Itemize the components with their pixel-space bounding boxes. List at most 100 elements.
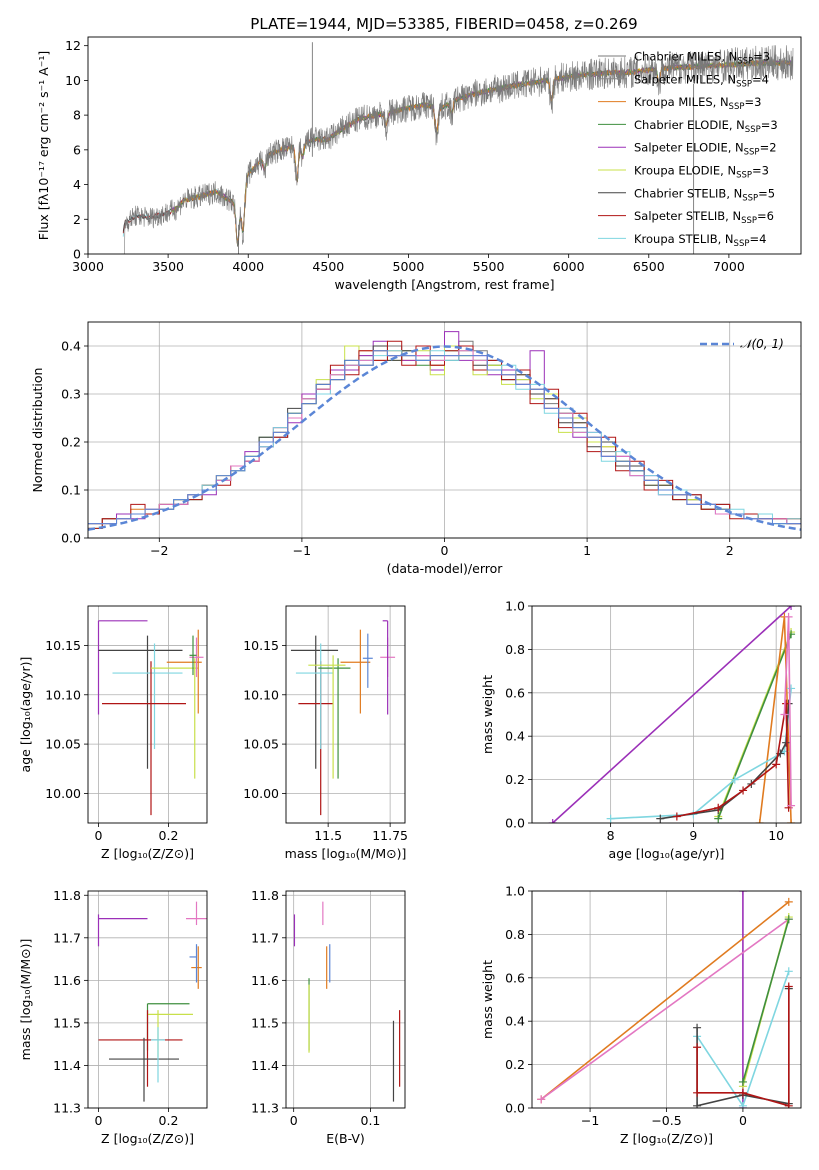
panel-age_vs_mass: 11.5 11.75 10.00 10.05 10.10 10.15 mass [log₁₀… — [243, 605, 408, 861]
y-axis-label: Normed distribution — [30, 368, 45, 493]
weight-line-kroupa-miles — [540, 901, 790, 1100]
x-axis-label: age [log₁₀(age/yr)] — [609, 846, 725, 861]
weight-marker — [714, 814, 723, 823]
y-tick-label: 11.8 — [53, 888, 81, 903]
y-tick-label: 0.4 — [61, 339, 81, 354]
axes-frame — [285, 605, 406, 824]
weight-marker — [693, 1043, 702, 1052]
y-tick-label: 1.0 — [505, 599, 525, 614]
weight-marker — [738, 1088, 747, 1097]
legend-sub: SSP — [745, 125, 761, 135]
y-axis-label: mass [log₁₀(M/M⊙)] — [18, 939, 33, 1061]
y-axis-label: Flux [fλ10⁻¹⁷ erg cm⁻² s⁻¹ A⁻¹] — [36, 51, 51, 240]
axes-frame — [87, 321, 802, 539]
panel-mass_vs_ebv: 0 0.1 11.3 11.4 11.5 11.6 11.7 11.8 E(B-V) — [251, 888, 406, 1146]
legend-entry: Kroupa MILES, NSSP=3 — [634, 95, 761, 112]
panel-weight_vs_Z: −1 −0.5 0 0.0 0.2 0.4 0.6 0.8 1.0 Z [log₁₀(Z/Z⊙)]… — [480, 884, 802, 1146]
x-tick-label: −1 — [581, 1113, 599, 1128]
y-tick-label: 11.7 — [251, 930, 279, 945]
legend-suffix: =4 — [752, 72, 769, 86]
x-tick-label: 6000 — [553, 259, 585, 274]
y-tick-label: 0.4 — [505, 1014, 525, 1029]
axes-frame — [285, 890, 406, 1109]
panels: 3000 3500 4000 4500 5000 5500 6000 6500 70000246… — [18, 36, 802, 1146]
y-tick-label: 1.0 — [505, 884, 525, 899]
weight-marker — [693, 1101, 702, 1108]
legend-entry: 𝒩(0, 1) — [740, 337, 784, 351]
weight-marker — [784, 967, 793, 976]
weight-line-kroupa-stelib — [610, 688, 792, 820]
y-tick-label: 0 — [73, 247, 81, 262]
x-tick-label: 3500 — [152, 259, 184, 274]
x-tick-label: 3000 — [72, 259, 104, 274]
legend-label: Kroupa MILES, N — [634, 95, 729, 109]
legend-sub: SSP — [744, 148, 760, 158]
x-tick-label: 1 — [583, 543, 591, 558]
y-tick-label: 12 — [65, 38, 81, 53]
y-tick-label: 2 — [73, 212, 81, 227]
axes-frame — [531, 605, 802, 824]
weight-marker — [755, 819, 764, 823]
y-tick-label: 11.7 — [53, 930, 81, 945]
histogram-blue — [88, 350, 801, 525]
y-tick-label: 11.3 — [53, 1101, 81, 1116]
y-tick-label: 0.0 — [505, 1101, 525, 1116]
weight-marker — [784, 1101, 793, 1108]
x-tick-label: 5000 — [393, 259, 425, 274]
y-tick-label: 0.4 — [505, 729, 525, 744]
x-axis-label: Z [log₁₀(Z/Z⊙)] — [101, 846, 194, 861]
legend-entry: Kroupa STELIB, NSSP=4 — [634, 232, 766, 249]
weight-marker — [787, 606, 796, 610]
legend-suffix: =2 — [760, 141, 777, 155]
y-tick-label: 10.05 — [45, 737, 81, 752]
x-tick-label: −2 — [150, 543, 168, 558]
legend-label: Chabrier MILES, N — [634, 50, 737, 64]
plot-area — [88, 331, 801, 531]
weight-marker — [656, 814, 665, 823]
x-tick-label: 10 — [768, 828, 784, 843]
legend-sub: SSP — [737, 57, 753, 67]
weight-marker — [782, 738, 791, 747]
y-tick-label: 11.5 — [251, 1015, 279, 1030]
y-tick-label: 11.4 — [251, 1058, 279, 1073]
y-tick-label: 10.00 — [243, 786, 279, 801]
legend-entry: Salpeter ELODIE, NSSP=2 — [634, 141, 777, 158]
x-tick-label: 5500 — [473, 259, 505, 274]
y-tick-label: 10.00 — [45, 786, 81, 801]
weight-marker — [537, 1095, 546, 1104]
legend-suffix: =3 — [761, 118, 778, 132]
weight-marker — [787, 801, 796, 810]
legend-entry: Kroupa ELODIE, NSSP=3 — [634, 164, 769, 181]
legend-sub: SSP — [729, 102, 745, 112]
y-tick-label: 11.8 — [251, 888, 279, 903]
weight-marker — [738, 1077, 747, 1086]
legend-label: Kroupa ELODIE, N — [634, 164, 736, 178]
legend-entry: Salpeter STELIB, NSSP=6 — [634, 209, 774, 226]
weight-line-kroupa-elodie — [717, 631, 792, 817]
legend-entry: Chabrier STELIB, NSSP=5 — [634, 186, 775, 203]
weight-line-chabrier-elodie — [742, 918, 790, 1083]
weight-marker — [714, 803, 723, 812]
legend-suffix: =5 — [758, 186, 775, 200]
axes-frame — [87, 36, 802, 255]
x-tick-label: 11.75 — [372, 828, 408, 843]
legend-sub: SSP — [736, 79, 752, 89]
x-tick-label: 8 — [607, 828, 615, 843]
legend-sub: SSP — [734, 239, 750, 249]
legend-label: Chabrier STELIB, N — [634, 186, 742, 200]
x-tick-label: 0 — [95, 1113, 103, 1128]
plot-area — [97, 901, 207, 1102]
y-tick-label: 0.8 — [505, 927, 525, 942]
y-tick-label: 11.4 — [53, 1058, 81, 1073]
x-tick-label: 4500 — [312, 259, 344, 274]
x-axis-label: (data-model)/error — [387, 561, 504, 576]
x-tick-label: −0.5 — [651, 1113, 681, 1128]
x-tick-label: 0.2 — [159, 1113, 179, 1128]
y-tick-label: 4 — [73, 177, 81, 192]
axes-frame — [87, 890, 208, 1109]
y-axis-label: age [log₁₀(age/yr)] — [18, 657, 33, 773]
y-tick-label: 8 — [73, 108, 81, 123]
y-tick-label: 0.0 — [505, 816, 525, 831]
